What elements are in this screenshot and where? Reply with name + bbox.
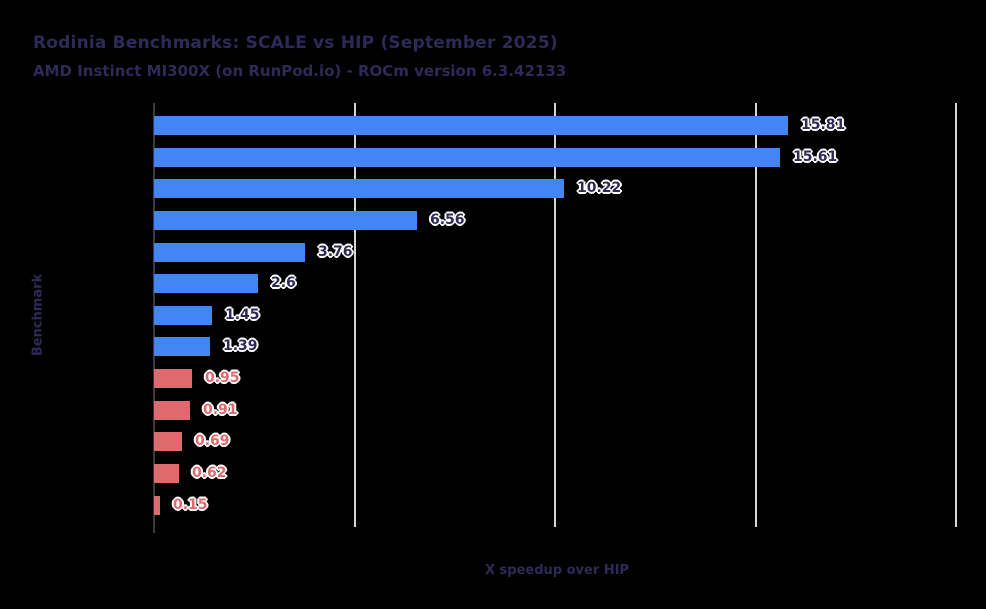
bar-value-label: 1.39 — [223, 338, 258, 354]
bar-row: 1.45 — [154, 306, 962, 325]
chart-subtitle: AMD Instinct MI300X (on RunPod.io) - ROC… — [33, 62, 567, 80]
slowdown-bar — [154, 464, 179, 483]
bar-row: 2.6 — [154, 274, 962, 293]
slowdown-bar — [154, 496, 160, 515]
bar-row: 6.56 — [154, 211, 962, 230]
speedup-bar — [154, 306, 212, 325]
bar-value-label: 0.62 — [192, 465, 227, 481]
speedup-bar — [154, 211, 417, 230]
speedup-bar — [154, 148, 780, 167]
bar-row: 15.81 — [154, 116, 962, 135]
bar-row: 0.95 — [154, 369, 962, 388]
bar-value-label: 15.81 — [801, 117, 846, 133]
chart-title: Rodinia Benchmarks: SCALE vs HIP (Septem… — [33, 33, 558, 53]
gridline-x-20 — [955, 103, 957, 527]
slowdown-bar — [154, 369, 192, 388]
bar-row: 0.62 — [154, 464, 962, 483]
x-axis-label: X speedup over HIP — [484, 563, 630, 578]
bar-value-label: 0.91 — [203, 402, 238, 418]
bar-value-label: 2.6 — [271, 275, 296, 291]
bar-row: 10.22 — [154, 179, 962, 198]
gridline-x-5 — [354, 103, 356, 527]
speedup-bar — [154, 243, 305, 262]
speedup-bar — [154, 179, 564, 198]
speedup-bar — [154, 337, 210, 356]
slowdown-bar — [154, 401, 190, 420]
bar-value-label: 1.45 — [225, 307, 260, 323]
plot-area: 15.81 15.61 10.22 6.56 3.76 2.6 1.45 1.39 0.95 0.… — [153, 103, 962, 533]
gridline-x-15 — [755, 103, 757, 527]
bar-value-label: 3.76 — [318, 244, 353, 260]
gridline-x-10 — [554, 103, 556, 527]
bar-row: 3.76 — [154, 243, 962, 262]
bar-value-label: 10.22 — [577, 180, 622, 196]
bar-value-label: 0.15 — [173, 497, 208, 513]
bar-value-label: 15.61 — [793, 149, 838, 165]
bar-row: 15.61 — [154, 148, 962, 167]
bar-value-label: 6.56 — [430, 212, 465, 228]
speedup-bar — [154, 274, 258, 293]
bar-value-label: 0.69 — [195, 433, 230, 449]
bar-row: 0.15 — [154, 496, 962, 515]
speedup-bar — [154, 116, 788, 135]
slowdown-bar — [154, 432, 182, 451]
bar-row: 0.69 — [154, 432, 962, 451]
bar-value-label: 0.95 — [205, 370, 240, 386]
bar-row: 0.91 — [154, 401, 962, 420]
bar-row: 1.39 — [154, 337, 962, 356]
y-axis-label: Benchmark — [30, 273, 46, 357]
